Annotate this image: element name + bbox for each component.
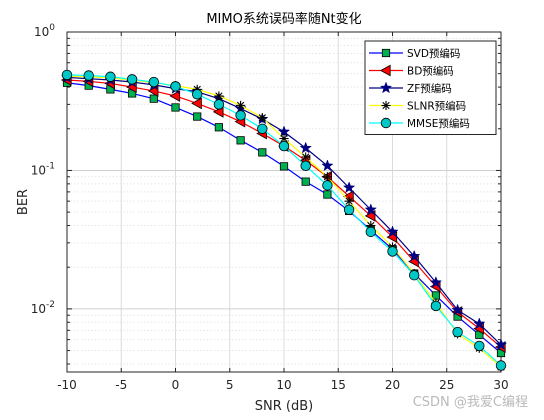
chart-title: MIMO系统误码率随Nt变化 (206, 11, 361, 27)
legend-item: MMSE预编码 (369, 117, 470, 130)
data-point (342, 181, 356, 194)
data-point (279, 133, 289, 144)
data-point (235, 110, 246, 121)
x-tick-label: 30 (493, 378, 508, 392)
y-axis-ticks: 100 10-1 10-2 (31, 23, 501, 365)
data-point (451, 303, 464, 316)
data-point (83, 70, 94, 81)
x-tick-label: 20 (385, 378, 400, 392)
data-point (452, 326, 463, 338)
data-point (364, 203, 377, 216)
y-tick-label: 10-2 (31, 300, 55, 316)
legend-item: ZF预编码 (369, 81, 452, 95)
asterisk-stroke (280, 134, 288, 143)
data-point (344, 196, 354, 206)
data-point (431, 291, 441, 300)
legend-marker (381, 48, 391, 58)
data-point (61, 69, 73, 81)
data-point (169, 90, 181, 102)
x-axis-label: SNR (dB) (255, 399, 313, 414)
data-point (495, 360, 507, 371)
asterisk-stroke (215, 92, 223, 100)
y-tick-label: 10-1 (31, 161, 55, 177)
data-point (322, 180, 333, 191)
data-point (257, 123, 268, 134)
data-point (214, 91, 224, 101)
data-point (473, 317, 486, 330)
data-point (191, 89, 203, 100)
data-point (387, 246, 398, 257)
x-tick-label: -5 (115, 378, 127, 392)
data-point (429, 276, 443, 288)
data-point (301, 152, 311, 162)
data-point (301, 177, 310, 186)
data-point (323, 190, 332, 199)
data-point (474, 340, 485, 352)
data-point (171, 103, 180, 112)
y-axis-label: BER (16, 189, 31, 215)
data-point (126, 74, 138, 85)
legend-marker (379, 81, 393, 94)
asterisk-stroke (236, 101, 245, 110)
legend-label: SLNR预编码 (407, 100, 466, 113)
asterisk-stroke (382, 101, 390, 110)
legend-label: BD预编码 (407, 65, 454, 78)
watermark-text: CSDN @我爱C编程 (413, 395, 528, 410)
data-point (299, 141, 312, 154)
data-point (191, 97, 202, 110)
data-point (213, 99, 225, 110)
legend-item: SLNR预编码 (369, 100, 466, 113)
legend-item: BD预编码 (369, 65, 454, 78)
data-point (236, 100, 246, 110)
asterisk-stroke (258, 114, 266, 122)
y-tick-label: 100 (34, 23, 55, 39)
asterisk-stroke (345, 197, 353, 205)
data-point (386, 225, 399, 238)
legend-label: MMSE预编码 (407, 117, 470, 130)
data-point (257, 113, 267, 123)
data-point (278, 140, 290, 152)
legend-marker (381, 100, 391, 111)
legend-marker (379, 64, 391, 77)
data-point (494, 338, 508, 351)
x-tick-label: 10 (276, 378, 291, 392)
data-point (321, 159, 334, 172)
data-point (408, 249, 421, 262)
data-point (149, 94, 158, 103)
x-axis-ticks: -10 -5 0 5 10 15 20 25 30 (57, 32, 509, 392)
legend-label: ZF预编码 (407, 82, 452, 95)
data-point (193, 112, 202, 121)
data-point (300, 160, 311, 172)
legend-marker (380, 117, 392, 129)
x-tick-label: 15 (331, 378, 346, 392)
data-point (236, 136, 245, 145)
x-tick-label: -10 (57, 378, 77, 392)
legend-item: SVD预编码 (369, 47, 460, 60)
data-point (258, 148, 267, 157)
x-tick-label: 25 (439, 378, 454, 392)
x-tick-label: 5 (226, 378, 234, 392)
legend: SVD预编码 BD预编码 ZF预编码 SLNR预编码 MMSE预编码 (364, 40, 497, 135)
data-point (322, 172, 332, 182)
series-layer (60, 69, 508, 372)
data-point (279, 162, 289, 171)
data-point (148, 76, 160, 88)
data-point (409, 270, 420, 281)
data-point (170, 81, 181, 92)
asterisk-stroke (302, 153, 310, 161)
data-point (343, 204, 355, 215)
data-point (214, 123, 223, 132)
series-4 (61, 69, 507, 371)
data-point (365, 226, 377, 238)
x-tick-label: 0 (172, 378, 180, 392)
data-point (105, 71, 116, 82)
data-point (430, 300, 442, 312)
legend-label: SVD预编码 (407, 47, 460, 60)
asterisk-stroke (323, 173, 332, 181)
